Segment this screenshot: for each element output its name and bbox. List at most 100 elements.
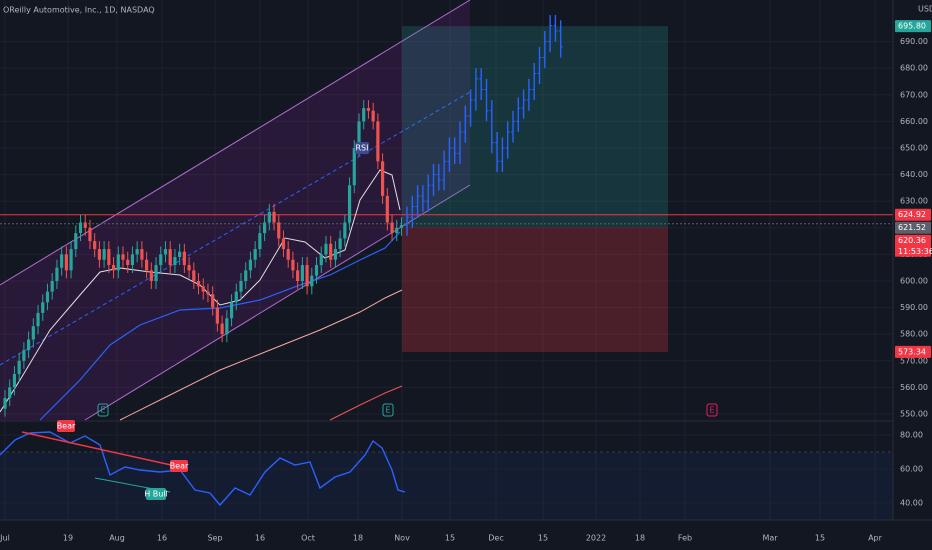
candle-body (78, 222, 83, 234)
candle-body (263, 222, 267, 234)
candle-body (111, 265, 116, 271)
price-tick-label: 550.00 (900, 410, 928, 419)
price-tag (895, 234, 931, 247)
time-label: 15 (815, 534, 825, 543)
candle-body (347, 185, 352, 223)
candle-body (225, 318, 229, 335)
candle-body (371, 110, 375, 122)
price-axis-bg (893, 0, 932, 550)
candle-body (333, 249, 337, 260)
candle-body (102, 249, 106, 260)
position-tool (0, 26, 893, 352)
bear-label-bg (170, 460, 188, 472)
candle-body (83, 222, 87, 228)
candle-body (50, 281, 54, 292)
candle-body (149, 270, 153, 281)
time-label: 16 (157, 534, 167, 543)
candle-body (314, 265, 319, 276)
price-tag (895, 345, 931, 358)
candle-body (267, 211, 271, 223)
earnings-label: E (385, 406, 390, 415)
rsi-band (0, 452, 893, 520)
candle-body (258, 233, 262, 250)
candle-body (196, 281, 201, 287)
rsi-pane (0, 434, 893, 521)
currency: USD (918, 5, 932, 14)
candle-body (178, 251, 182, 258)
bear-label: Bear (57, 422, 76, 431)
earnings-marker (97, 403, 109, 417)
channel-upper (0, 0, 471, 286)
candle-body (319, 254, 323, 266)
time-label: Apr (868, 534, 883, 543)
price-tick-label: 600.00 (900, 277, 928, 286)
time-label: Dec (488, 534, 503, 543)
price-tick-label: 640.00 (900, 170, 928, 179)
candle-body (17, 360, 21, 375)
price-tick-label: 570.00 (900, 356, 928, 365)
candle-body (173, 257, 177, 266)
price-tick-label: 630.00 (900, 197, 928, 206)
earnings-label: E (709, 406, 714, 415)
candle-body (300, 265, 304, 281)
candle-body (159, 254, 163, 266)
time-label: Sep (207, 534, 222, 543)
candle-body (126, 259, 130, 266)
candle-body (234, 291, 238, 303)
candle-body (211, 294, 215, 308)
candle-body (272, 211, 276, 223)
time-label: 16 (255, 534, 265, 543)
candle-body (385, 195, 389, 223)
candle-body (286, 249, 290, 260)
candle-body (352, 148, 356, 186)
candle-body (154, 265, 158, 281)
time-label: Jul (0, 534, 10, 543)
price-tick-label: 670.00 (900, 90, 928, 99)
candle-body (362, 108, 366, 122)
time-label: 15 (445, 534, 455, 543)
chart-title: OReilly Automotive, Inc., 1D, NASDAQ (3, 6, 155, 15)
annotations: RSI Bear Bear H Bull E E E (57, 142, 718, 500)
candle-body (329, 243, 333, 260)
candle-body (107, 249, 111, 266)
time-label: Aug (109, 534, 125, 543)
rsi-tick-label: 60.00 (900, 465, 923, 474)
candles (3, 100, 404, 417)
candle-body (206, 291, 210, 295)
candle-body (305, 265, 309, 287)
candle-body (163, 249, 168, 255)
candle-body (229, 302, 234, 319)
candle-body (60, 254, 64, 268)
price-tick-label: 580.00 (900, 330, 928, 339)
earnings-marker (382, 403, 394, 417)
candle-body (324, 243, 328, 255)
candle-body (366, 108, 371, 111)
candle-body (390, 222, 394, 234)
candle-body (36, 312, 40, 327)
candle-body (220, 323, 224, 335)
candle-body (31, 326, 35, 340)
bull-label: H Bull (144, 490, 168, 499)
candle-body (130, 254, 135, 266)
candle-body (201, 286, 205, 292)
candle-body (248, 259, 253, 271)
candle-body (253, 249, 257, 260)
candle-body (64, 254, 68, 271)
price-tag (895, 221, 931, 234)
candle-body (55, 267, 59, 281)
candle-body (27, 339, 31, 351)
earnings-label: E (100, 406, 105, 415)
rsi-tick-label: 40.00 (900, 499, 923, 508)
price-tick-label: 590.00 (900, 303, 928, 312)
countdown: 11:53:36 (898, 247, 932, 256)
candle-body (215, 307, 219, 324)
candle-body (376, 121, 380, 162)
axes: 550.00560.00570.00580.00590.00600.00610.… (0, 20, 932, 543)
candle-body (182, 251, 186, 266)
candle-body (281, 238, 286, 250)
countdown-bg (895, 245, 931, 257)
rsi-marker: RSI (356, 144, 369, 153)
candle-body (93, 241, 97, 250)
candle-body (187, 265, 191, 271)
